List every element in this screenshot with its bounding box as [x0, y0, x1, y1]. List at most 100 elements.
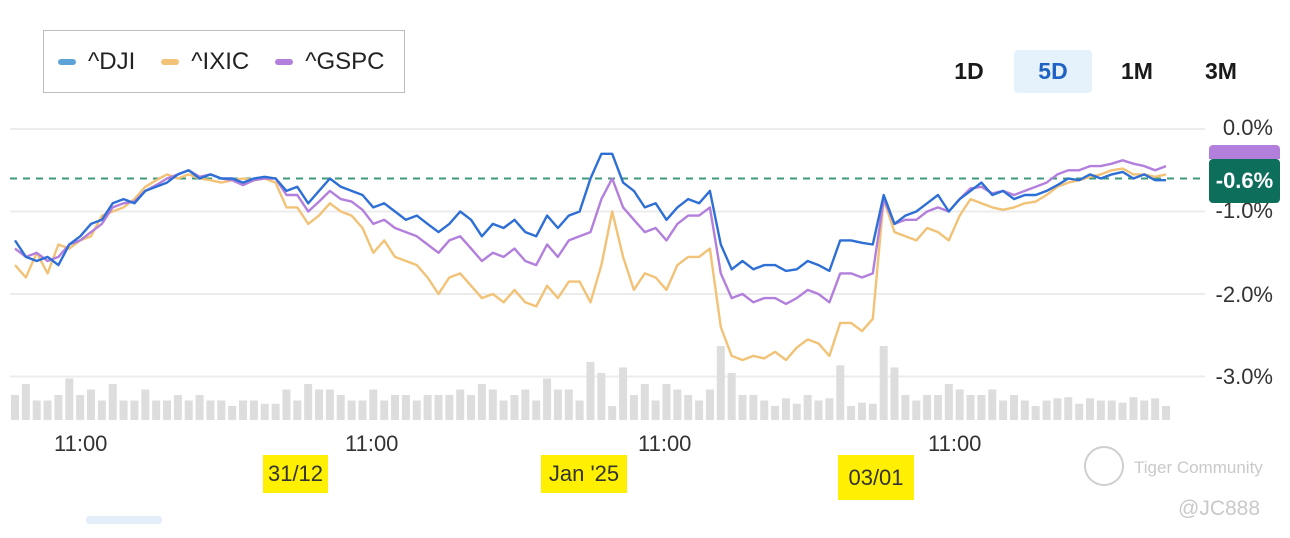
legend-item-ixic[interactable]: ^IXIC — [161, 48, 249, 76]
volume-bar — [21, 384, 30, 420]
series-lines — [13, 152, 1167, 362]
y-tick-label: -3.0% — [1215, 364, 1273, 389]
volume-bar — [1129, 397, 1138, 420]
legend-item-dji[interactable]: ^DJI — [58, 48, 135, 76]
gridlines — [10, 128, 1205, 378]
volume-bar — [293, 400, 302, 420]
volume-bar — [380, 400, 389, 420]
volume-bar — [695, 400, 704, 420]
range-button-3m[interactable]: 3M — [1205, 58, 1237, 84]
range-button-1m[interactable]: 1M — [1121, 58, 1153, 84]
volume-bar — [239, 400, 248, 420]
volume-bar — [315, 389, 324, 420]
volume-bar — [901, 395, 910, 420]
volume-bar — [727, 373, 736, 420]
x-date-label: 31/12 — [263, 455, 328, 493]
watermark-text: Tiger Community — [1134, 458, 1263, 477]
volume-bar — [684, 395, 693, 420]
volume-bar — [141, 389, 150, 420]
volume-bar — [195, 395, 204, 420]
volume-bar — [1064, 397, 1073, 420]
legend-swatch-dji — [58, 58, 76, 65]
volume-bar — [814, 400, 823, 420]
volume-bar — [1140, 400, 1149, 420]
volume-bar — [163, 400, 172, 420]
x-tick-label: 11:00 — [928, 431, 982, 456]
range-selector: 1D 5D 1M 3M — [930, 50, 1260, 93]
volume-bar — [912, 400, 921, 420]
y-tick-label: 0.0% — [1222, 115, 1273, 140]
volume-bar — [825, 398, 834, 420]
volume-bar — [1096, 400, 1105, 420]
volume-bar — [857, 402, 866, 420]
volume-bar — [423, 395, 432, 420]
volume-bar — [434, 395, 443, 420]
current-value-badge: -0.6% — [1209, 159, 1280, 203]
scrollbar-thumb[interactable] — [86, 516, 162, 524]
volume-bar — [629, 395, 638, 420]
volume-bar — [868, 403, 877, 420]
volume-bar — [879, 346, 888, 420]
volume-bar — [65, 378, 74, 420]
volume-bar — [890, 367, 899, 420]
gspc-value-tab — [1209, 145, 1280, 159]
x-date-label: 03/01 — [838, 455, 914, 500]
volume-bar — [130, 400, 139, 420]
volume-bar — [847, 406, 856, 420]
x-tick-label: 11:00 — [54, 431, 108, 456]
volume-bar — [705, 389, 714, 420]
volume-bar — [1118, 402, 1127, 420]
volume-bar — [43, 400, 52, 420]
volume-bar — [1107, 400, 1116, 420]
tiger-logo-icon — [1084, 446, 1124, 486]
volume-bar — [792, 403, 801, 420]
volume-bar — [228, 406, 237, 420]
volume-bar — [488, 389, 497, 420]
volume-bar — [575, 400, 584, 420]
range-button-5d[interactable]: 5D — [1014, 50, 1092, 93]
volume-bar — [1009, 395, 1018, 420]
volume-bar — [999, 400, 1008, 420]
volume-bar — [771, 406, 780, 420]
volume-bar — [456, 389, 465, 420]
volume-bar — [521, 389, 530, 420]
volume-bar — [836, 365, 845, 420]
volume-bar — [1042, 400, 1051, 420]
volume-bar — [358, 400, 367, 420]
volume-bar — [760, 400, 769, 420]
volume-bar — [944, 384, 953, 420]
legend-label-ixic: ^IXIC — [191, 47, 250, 75]
volume-bar — [87, 389, 96, 420]
range-button-1d[interactable]: 1D — [954, 58, 984, 84]
volume-bar — [184, 400, 193, 420]
volume-bar — [553, 389, 562, 420]
volume-bar — [347, 400, 356, 420]
volume-bar — [597, 373, 606, 420]
volume-bar — [977, 395, 986, 420]
volume-bar — [955, 389, 964, 420]
volume-bar — [108, 384, 117, 420]
volume-bar — [119, 400, 128, 420]
legend-label-gspc: ^GSPC — [305, 47, 385, 75]
volume-bar — [619, 367, 628, 420]
volume-bar — [1031, 406, 1040, 420]
watermark-handle: @JC888 — [1178, 497, 1261, 520]
volume-bar — [260, 403, 269, 420]
volume-bar — [282, 389, 291, 420]
volume-bar — [543, 378, 552, 420]
volume-bar — [738, 395, 747, 420]
volume-bar — [966, 395, 975, 420]
volume-bar — [391, 395, 400, 420]
volume-bar — [673, 389, 682, 420]
y-tick-label: -2.0% — [1215, 282, 1273, 307]
volume-bar — [1053, 398, 1062, 420]
legend-item-gspc[interactable]: ^GSPC — [275, 48, 384, 76]
legend-label-dji: ^DJI — [88, 47, 136, 75]
volume-bar — [217, 400, 226, 420]
volume-bar — [803, 395, 812, 420]
volume-bar — [510, 395, 519, 420]
x-tick-label: 11:00 — [638, 431, 692, 456]
volume-bar — [749, 395, 758, 420]
legend-swatch-ixic — [161, 58, 180, 65]
